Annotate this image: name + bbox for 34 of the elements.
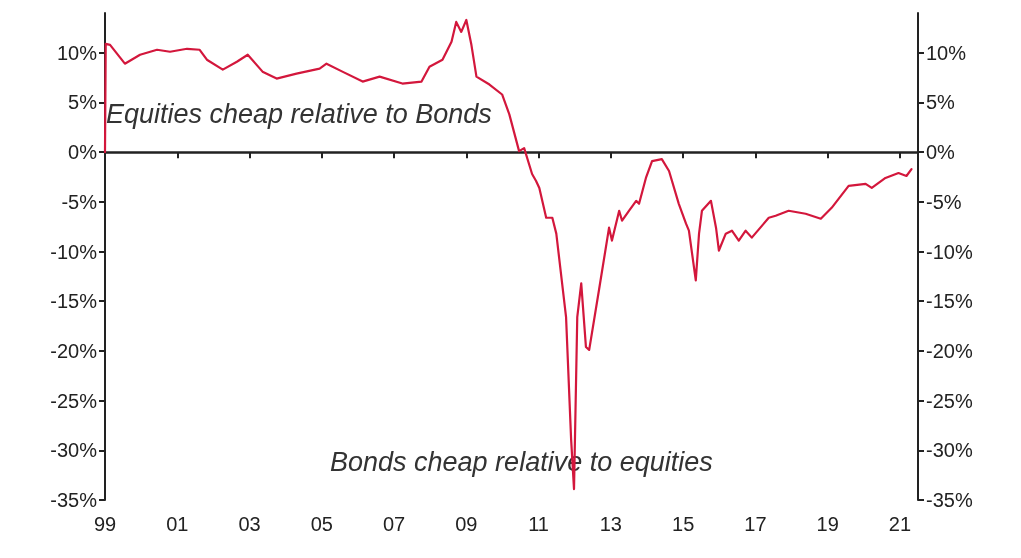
y-tick-label: -15% (50, 290, 98, 313)
x-tick-label: 21 (888, 513, 912, 535)
x-tick-label: 19 (816, 513, 839, 535)
y-tick-label: 5% (68, 91, 98, 114)
y2-tick-label: -20% (926, 339, 973, 362)
y2-tick-label: 10% (926, 41, 967, 64)
y-tick-label: -5% (61, 190, 98, 213)
x-tick-label: 11 (528, 513, 549, 535)
x-tick-label: 99 (93, 513, 117, 535)
x-tick-label: 03 (238, 513, 261, 535)
x-tick-label: 07 (382, 513, 406, 535)
y2-tick-label: -35% (926, 489, 973, 511)
y-tick-label: -25% (50, 389, 98, 412)
y-tick-label: -35% (50, 489, 98, 511)
y-tick-label: -20% (50, 339, 98, 362)
x-tick-label: 15 (672, 513, 695, 535)
y2-tick-label: -15% (926, 290, 973, 313)
y-tick-label: -10% (50, 240, 98, 263)
y2-tick-label: -25% (926, 389, 973, 412)
y-tick-label: -30% (50, 439, 98, 462)
x-tick-label: 05 (310, 513, 333, 535)
x-tick-label: 17 (744, 513, 767, 535)
annotation: Equities cheap relative to Bonds (106, 98, 492, 129)
y-tick-label: 10% (56, 41, 98, 64)
x-tick-label: 13 (599, 513, 622, 535)
y2-tick-label: -30% (926, 439, 973, 462)
y2-tick-label: -5% (926, 190, 962, 213)
y2-tick-label: 0% (926, 141, 956, 164)
y2-tick-label: -10% (926, 240, 973, 263)
x-tick-label: 01 (166, 513, 189, 535)
y-tick-label: 0% (68, 141, 98, 164)
x-tick-label: 09 (455, 513, 478, 535)
line-series (103, 18, 913, 491)
y2-tick-label: 5% (926, 91, 956, 114)
